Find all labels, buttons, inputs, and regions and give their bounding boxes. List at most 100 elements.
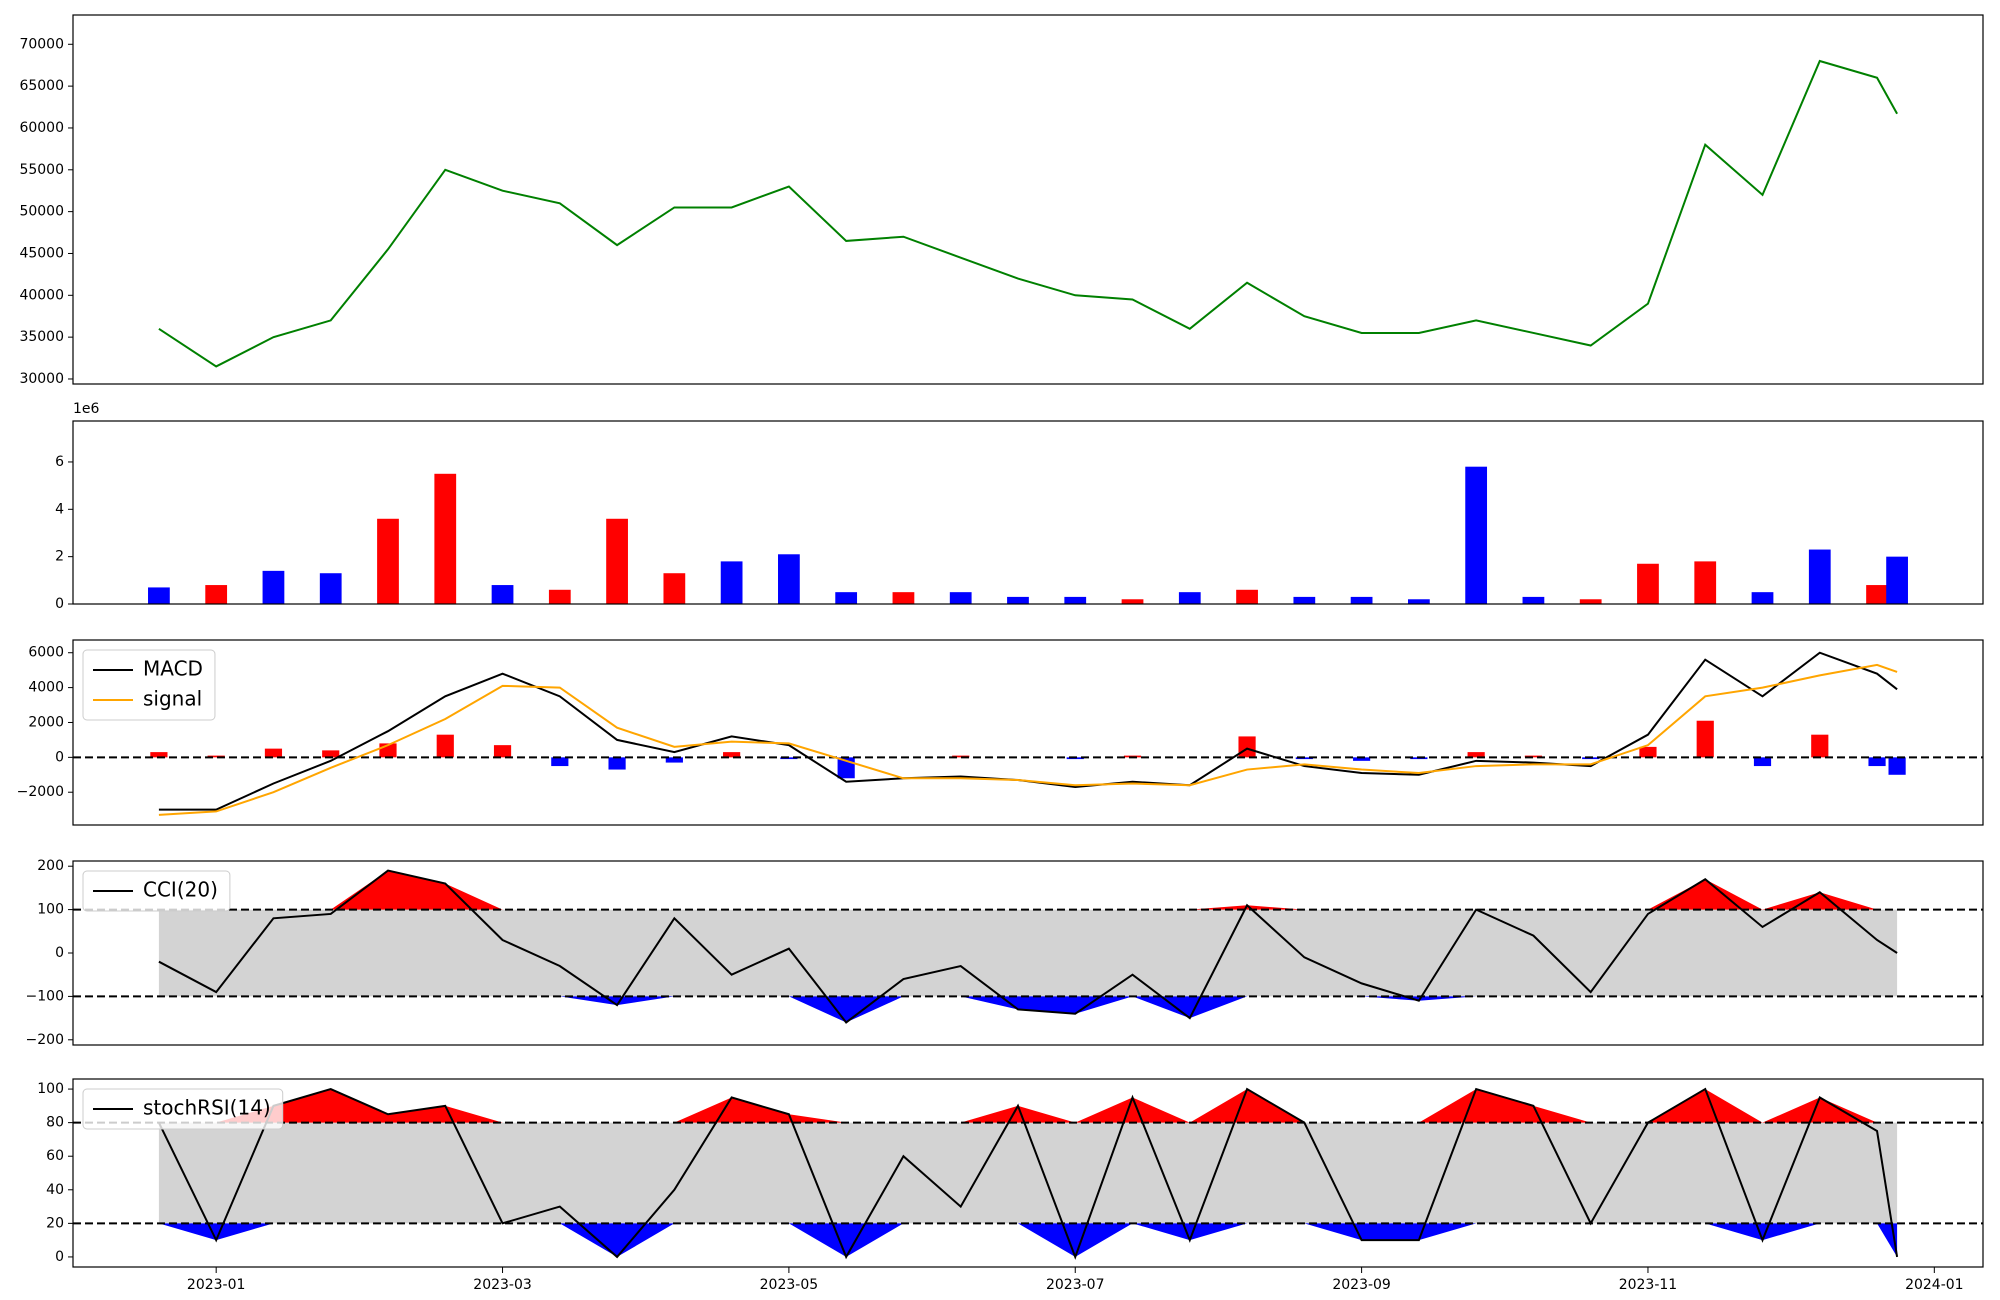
histogram-bar — [1753, 757, 1772, 767]
y-tick-label: 200 — [37, 858, 64, 874]
y-tick-label: 0 — [55, 596, 64, 612]
x-tick-label: 2023-11 — [1619, 1277, 1678, 1293]
y-tick-label: 100 — [37, 1081, 64, 1097]
volume-bar — [1178, 592, 1201, 604]
volume-bar — [1350, 596, 1373, 604]
legend-label: signal — [143, 687, 202, 711]
x-tick-label: 2023-03 — [473, 1277, 532, 1293]
histogram-bar — [952, 755, 970, 758]
volume-bar — [148, 587, 170, 604]
histogram-bar — [322, 750, 340, 758]
axes-frame — [72, 420, 1984, 605]
volume-bar — [1064, 596, 1087, 604]
volume-bar — [1522, 596, 1545, 604]
volume-bar — [892, 592, 915, 604]
overbought-fill — [158, 870, 1898, 910]
y-tick-label: 100 — [37, 902, 64, 918]
y-tick-label: 6 — [55, 454, 64, 470]
volume-bar — [1637, 563, 1659, 604]
legend-label: stochRSI(14) — [143, 1096, 271, 1120]
axes-frame — [72, 1078, 1984, 1268]
histogram-bar — [493, 745, 512, 758]
volume-bar — [663, 573, 686, 604]
volume-bar — [434, 473, 457, 604]
histogram-bar — [264, 748, 283, 758]
volume-bar — [319, 573, 342, 604]
histogram-bar — [150, 752, 168, 758]
histogram-bar — [1238, 736, 1256, 758]
y-tick-label: 80 — [46, 1115, 64, 1131]
histogram-bar — [1811, 734, 1829, 758]
volume-bar — [778, 554, 800, 604]
volume-bar — [1293, 596, 1316, 604]
volume-bar — [835, 592, 858, 604]
volume-bar — [262, 570, 285, 604]
x-tick-label: 2023-01 — [187, 1277, 246, 1293]
histogram-bar — [1888, 757, 1906, 775]
axes-frame — [72, 639, 1984, 826]
volume-bar — [377, 518, 399, 604]
series-line — [158, 663, 1898, 816]
volume-bar — [1465, 466, 1488, 604]
y-tick-label: 4 — [55, 501, 64, 517]
histogram-bar — [1467, 752, 1485, 758]
histogram-bar — [665, 757, 683, 763]
volume-bar — [949, 592, 972, 604]
volume-bar — [205, 585, 228, 604]
histogram-bar — [207, 755, 225, 758]
volume-bar — [1866, 585, 1888, 604]
x-tick-label: 2023-09 — [1332, 1277, 1391, 1293]
y-tick-label: 55000 — [19, 162, 64, 178]
axes-frame — [72, 14, 1984, 385]
y-tick-label: 40 — [46, 1182, 64, 1198]
y-tick-label: 4000 — [28, 680, 64, 696]
histogram-bar — [1353, 757, 1371, 761]
y-tick-label: 6000 — [28, 645, 64, 661]
y-tick-label: 65000 — [19, 78, 64, 94]
volume-bar — [1007, 596, 1029, 604]
volume-bar — [720, 561, 743, 604]
series-line — [158, 869, 1898, 1024]
volume-bar — [1579, 599, 1602, 604]
histogram-bar — [723, 752, 741, 758]
volume-bar — [1121, 599, 1144, 604]
histogram-bar — [608, 757, 626, 770]
y-offset-label: 1e6 — [73, 401, 100, 417]
legend-box — [82, 1088, 284, 1130]
y-tick-label: 0 — [55, 945, 64, 961]
oversold-fill — [158, 1223, 1898, 1257]
x-tick-label: 2023-05 — [760, 1277, 819, 1293]
y-tick-label: 2 — [55, 549, 64, 565]
volume-bar — [1751, 592, 1774, 604]
y-tick-label: 20 — [46, 1215, 64, 1231]
volume-bar — [1808, 549, 1831, 604]
legend-label: MACD — [143, 657, 203, 681]
histogram-bar — [1524, 755, 1543, 758]
y-tick-label: −2000 — [17, 784, 64, 800]
histogram-bar — [436, 734, 454, 758]
legend-label: CCI(20) — [143, 878, 218, 902]
histogram-bar — [1868, 757, 1886, 767]
legend-box — [82, 649, 216, 721]
volume-bar — [1886, 556, 1908, 604]
histogram-bar — [1639, 746, 1657, 758]
y-tick-label: 40000 — [19, 287, 64, 303]
y-tick-label: −100 — [26, 988, 64, 1004]
volume-bar — [548, 589, 571, 604]
axes-frame — [72, 860, 1984, 1046]
histogram-bar — [551, 757, 569, 767]
volume-bar — [1694, 561, 1717, 604]
volume-bar — [1407, 599, 1430, 604]
series-line — [158, 1087, 1899, 1260]
neutral-band — [158, 909, 1898, 997]
y-tick-label: 30000 — [19, 371, 64, 387]
legend-box — [82, 870, 231, 912]
x-tick-label: 2024-01 — [1905, 1277, 1964, 1293]
y-tick-label: 0 — [55, 749, 64, 765]
y-tick-label: 60 — [46, 1148, 64, 1164]
x-tick-label: 2023-07 — [1046, 1277, 1105, 1293]
y-tick-label: 70000 — [19, 36, 64, 52]
y-tick-label: −200 — [26, 1032, 64, 1048]
y-tick-label: 35000 — [19, 329, 64, 345]
